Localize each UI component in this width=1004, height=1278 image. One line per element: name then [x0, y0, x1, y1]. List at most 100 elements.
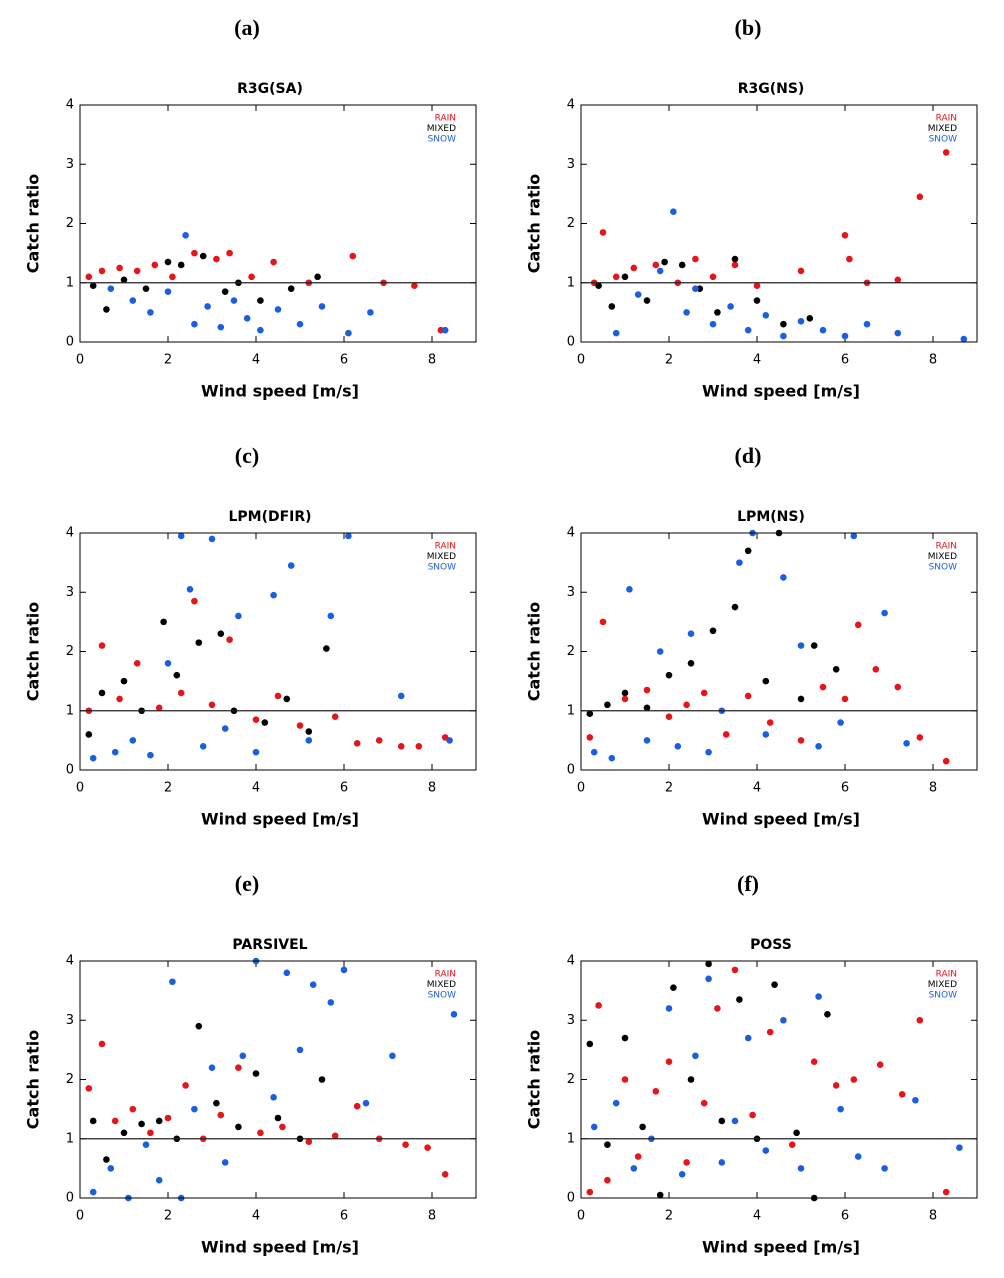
point	[98, 642, 106, 649]
point	[331, 1132, 339, 1140]
point	[446, 737, 453, 744]
point	[116, 264, 123, 272]
point	[916, 734, 924, 741]
x-tick-label: 2	[164, 781, 172, 796]
point	[837, 1105, 844, 1113]
point	[129, 737, 137, 744]
x-tick-label: 0	[76, 1209, 84, 1224]
point	[815, 743, 822, 750]
point	[692, 255, 699, 263]
point	[797, 1165, 805, 1172]
point	[85, 731, 93, 738]
x-tick-label: 6	[841, 1209, 849, 1224]
point	[279, 1123, 286, 1131]
point	[604, 1176, 611, 1184]
point	[678, 1171, 686, 1178]
point	[841, 332, 849, 340]
point	[411, 282, 418, 290]
point	[832, 1082, 840, 1089]
point	[744, 692, 752, 700]
point	[674, 743, 682, 750]
point	[749, 1111, 756, 1119]
point	[780, 320, 787, 328]
point	[916, 1016, 924, 1024]
point	[797, 317, 805, 325]
point	[665, 1058, 673, 1066]
point	[226, 636, 233, 643]
y-tick-label: 0	[567, 335, 575, 350]
panel: (c) LPM(DFIR) Wind speed [m/s] Catch ratio 0…	[24, 443, 477, 829]
y-tick-label: 0	[567, 1191, 575, 1206]
point	[107, 285, 115, 292]
point	[169, 978, 176, 986]
point	[652, 261, 660, 269]
point	[441, 1171, 449, 1178]
point	[345, 329, 352, 337]
y-tick-label: 1	[66, 1131, 74, 1146]
point	[270, 258, 277, 266]
x-tick-label: 0	[577, 781, 585, 796]
legend-entry: RAIN	[435, 970, 456, 980]
point	[270, 1093, 277, 1101]
point	[89, 1117, 97, 1125]
x-tick-label: 8	[929, 781, 937, 796]
point	[586, 1040, 594, 1048]
point	[700, 689, 708, 697]
point	[107, 1165, 115, 1172]
point	[683, 309, 690, 316]
y-tick-label: 4	[66, 526, 74, 541]
chart-title: R3G(NS)	[738, 81, 805, 97]
y-tick-label: 2	[66, 216, 74, 231]
point	[274, 692, 282, 700]
point	[810, 1058, 818, 1066]
point	[960, 335, 968, 343]
x-tick-label: 4	[252, 781, 260, 796]
point	[683, 1159, 690, 1166]
plot-frame	[79, 104, 477, 343]
x-axis-label: Wind speed [m/s]	[702, 1238, 860, 1257]
legend-entry: MIXED	[928, 124, 957, 134]
point	[832, 665, 840, 673]
point	[621, 1076, 629, 1083]
chart-title: LPM(DFIR)	[228, 509, 311, 525]
point	[780, 332, 787, 340]
point	[894, 683, 902, 691]
y-tick-label: 1	[66, 275, 74, 290]
point	[612, 273, 620, 281]
point	[235, 612, 242, 620]
point	[705, 960, 712, 968]
point	[230, 297, 238, 304]
legend-entry: RAIN	[936, 114, 957, 124]
point	[331, 713, 339, 720]
y-tick-label: 2	[567, 1072, 575, 1087]
point	[731, 603, 739, 611]
point	[894, 329, 902, 337]
point	[731, 966, 739, 974]
point	[226, 249, 233, 257]
point	[191, 249, 198, 257]
point	[797, 267, 805, 275]
point	[727, 303, 734, 310]
point	[837, 719, 844, 726]
point	[111, 748, 119, 756]
plot-frame	[79, 532, 477, 771]
x-tick-label: 6	[841, 781, 849, 796]
legend-entry: SNOW	[929, 991, 958, 1001]
x-tick-label: 2	[665, 353, 673, 368]
point	[643, 737, 651, 744]
point	[353, 1102, 361, 1110]
point	[138, 1120, 145, 1128]
point	[252, 716, 260, 723]
point	[656, 1191, 664, 1199]
point	[824, 1011, 831, 1018]
point	[621, 1034, 629, 1042]
point	[309, 981, 317, 988]
legend-entry: SNOW	[428, 135, 457, 145]
point	[718, 1159, 726, 1166]
point	[155, 704, 163, 712]
y-tick-label: 0	[567, 763, 575, 778]
point	[221, 288, 229, 295]
x-tick-label: 2	[665, 781, 673, 796]
point	[424, 1144, 431, 1151]
